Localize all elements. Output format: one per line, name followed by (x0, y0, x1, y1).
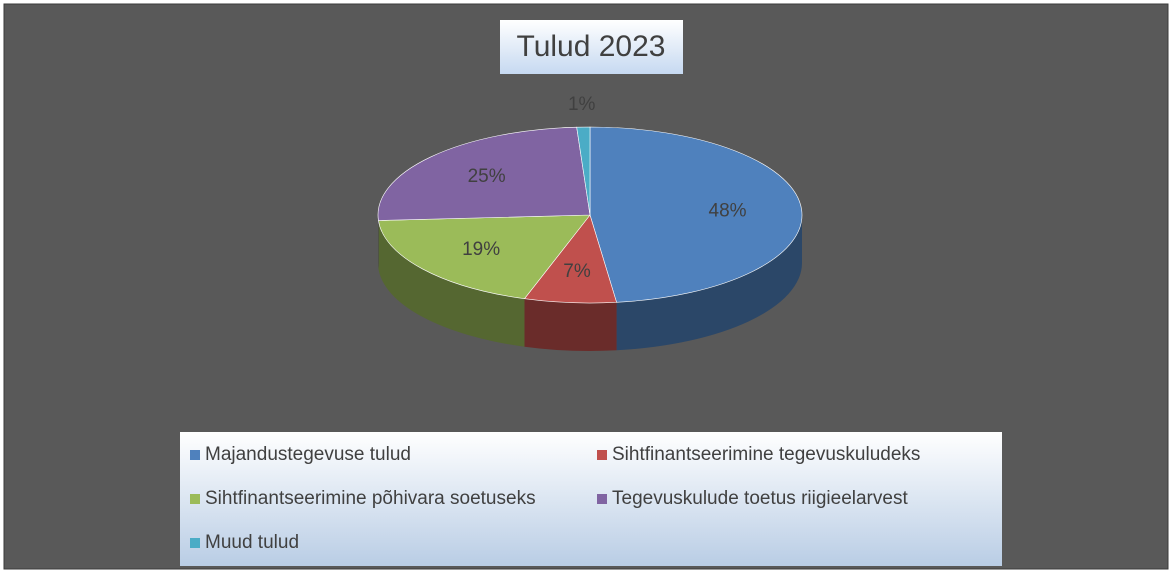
legend-marker (597, 450, 607, 460)
pie-slice-side (524, 299, 616, 351)
data-label: 19% (462, 239, 500, 260)
legend-label: Majandustegevuse tulud (205, 444, 411, 465)
legend-marker (190, 538, 200, 548)
legend-label: Muud tulud (205, 532, 299, 553)
legend-label: Sihtfinantseerimine põhivara soetuseks (205, 488, 536, 509)
legend-marker (597, 494, 607, 504)
data-label: 7% (563, 261, 591, 282)
data-label: 1% (568, 94, 596, 115)
legend-marker (190, 450, 200, 460)
chart-title: Tulud 2023 (516, 30, 665, 63)
data-label: 25% (468, 166, 506, 187)
legend-label: Sihtfinantseerimine tegevuskuludeks (612, 444, 920, 465)
data-label: 48% (709, 200, 747, 221)
legend-marker (190, 494, 200, 504)
legend-label: Tegevuskulude toetus riigieelarvest (612, 488, 908, 509)
